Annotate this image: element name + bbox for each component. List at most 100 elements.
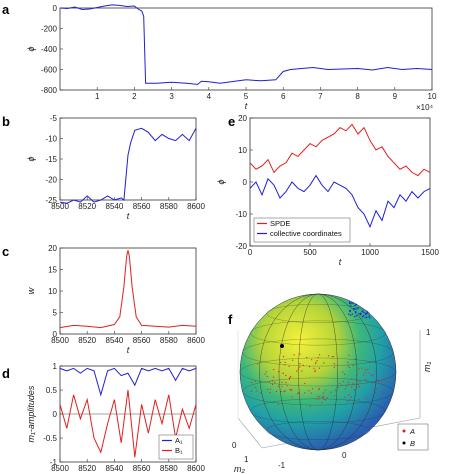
scatter-point-a <box>376 388 378 390</box>
scatter-point-cap <box>348 301 351 303</box>
chart-d: 8500 8520 8540 8560 8580 8600 1 0.5 0 -0.5 -1 m₁-am… <box>26 362 205 473</box>
chart-f: 1 0 -1 0 1 1 m₁ m₂ A B <box>232 293 432 474</box>
scatter-point-a <box>358 368 360 370</box>
scatter-point-cap <box>352 308 355 310</box>
bottom-tick-label: 0 <box>342 451 347 460</box>
scatter-point-a <box>340 384 342 386</box>
scatter-point-cap <box>357 307 359 309</box>
scatter-point-a <box>332 356 335 358</box>
scatter-point-cap <box>354 315 356 318</box>
scatter-point-a <box>316 360 318 362</box>
scatter-point-a <box>324 389 326 391</box>
scatter-point-a <box>350 396 352 398</box>
scatter-point-b <box>280 344 284 348</box>
x-tick-label: 6 <box>281 92 286 101</box>
scatter-point-a <box>358 386 360 388</box>
panel-letter-c: c <box>2 244 9 259</box>
scatter-point-a <box>269 381 271 383</box>
y-axis-label: ϕ <box>26 46 36 51</box>
scatter-point-a <box>311 388 314 390</box>
scatter-point-a <box>321 402 323 404</box>
scatter-point-a <box>291 389 293 391</box>
scatter-point-a <box>289 377 291 379</box>
sphere-latitude <box>266 304 370 323</box>
scatter-point-a <box>306 357 308 359</box>
sphere <box>239 293 397 451</box>
scatter-point-a <box>267 388 269 390</box>
scatter-point-a <box>250 390 252 392</box>
scatter-point-a <box>308 366 311 368</box>
scatter-point-a <box>348 366 351 368</box>
series-line-a₁ <box>59 367 197 397</box>
scatter-point-a <box>282 372 284 374</box>
y-tick-label: -0.5 <box>43 434 57 443</box>
scatter-point-cap <box>348 313 350 315</box>
x-tick-label: 500 <box>303 248 317 257</box>
y-tick-label: -1 <box>50 458 58 467</box>
scatter-point-cap <box>367 312 369 314</box>
scatter-point-a <box>330 391 332 393</box>
x-tick-label: 8520 <box>78 336 96 345</box>
scatter-point-a <box>269 392 271 394</box>
panel-letter-d: d <box>2 366 10 381</box>
x-tick-label: 8500 <box>51 202 69 211</box>
scatter-point-a <box>260 392 262 394</box>
scatter-point-a <box>281 385 283 387</box>
scatter-point-a <box>363 374 365 376</box>
x-tick-label: 8520 <box>78 202 96 211</box>
plot-frame <box>59 7 433 91</box>
panel-letter-b: b <box>2 114 10 129</box>
y-axis-label: ϕ <box>26 156 36 161</box>
scatter-point-a <box>349 399 351 401</box>
y-tick-label: -20 <box>45 176 57 185</box>
scatter-point-a <box>281 381 283 383</box>
scatter-point-a <box>273 369 275 371</box>
x-tick-label: 2 <box>132 92 137 101</box>
scatter-point-cap <box>355 311 357 313</box>
scatter-point-a <box>299 353 301 355</box>
bottom-tick-label: 1 <box>244 455 249 464</box>
scatter-point-a <box>344 373 346 375</box>
legend-box <box>397 423 429 451</box>
panel-letter-e: e <box>228 114 235 129</box>
scatter-point-a <box>374 391 376 393</box>
x-axis-label: t <box>245 101 248 111</box>
scatter-point-a <box>356 374 358 376</box>
scatter-point-a <box>313 367 315 369</box>
scatter-point-cap <box>351 313 353 315</box>
chart-c: 8500 8520 8540 8560 8580 8600 0 5 10 15 20 t w <box>26 244 205 355</box>
scatter-point-a <box>290 389 292 391</box>
scatter-point-a <box>352 364 354 366</box>
x-tick-label: 8560 <box>133 336 151 345</box>
scatter-point-a <box>304 382 306 385</box>
scatter-point-a <box>323 362 325 364</box>
scatter-point-a <box>348 384 350 386</box>
scatter-point-a <box>331 356 333 358</box>
scatter-point-a <box>351 386 353 388</box>
scatter-point-a <box>346 385 348 387</box>
scatter-point-a <box>351 378 353 380</box>
scatter-point-a <box>335 389 337 391</box>
scatter-point-a <box>285 382 287 384</box>
scatter-point-a <box>302 364 304 366</box>
scatter-point-a <box>361 367 363 369</box>
y-tick-label: -10 <box>45 135 57 144</box>
x-tick-label: 0 <box>248 248 253 257</box>
sphere-latitude <box>242 338 394 367</box>
x-tick-label: 8500 <box>51 464 69 473</box>
scatter-point-cap <box>350 305 352 307</box>
scatter-point-a <box>367 369 369 371</box>
scatter-point-a <box>339 382 341 384</box>
x-tick-label: 5 <box>244 92 249 101</box>
scatter-point-cap <box>368 315 370 317</box>
scatter-point-a <box>344 396 346 398</box>
scatter-point-a <box>358 399 360 401</box>
scatter-point-a <box>257 363 259 365</box>
legend-label: SPDE <box>270 219 290 228</box>
scatter-point-a <box>348 394 350 396</box>
y-axis-label: ϕ <box>216 179 226 184</box>
scatter-point-cap <box>363 312 365 314</box>
scatter-point-a <box>344 388 346 390</box>
scatter-point-cap <box>361 311 363 313</box>
